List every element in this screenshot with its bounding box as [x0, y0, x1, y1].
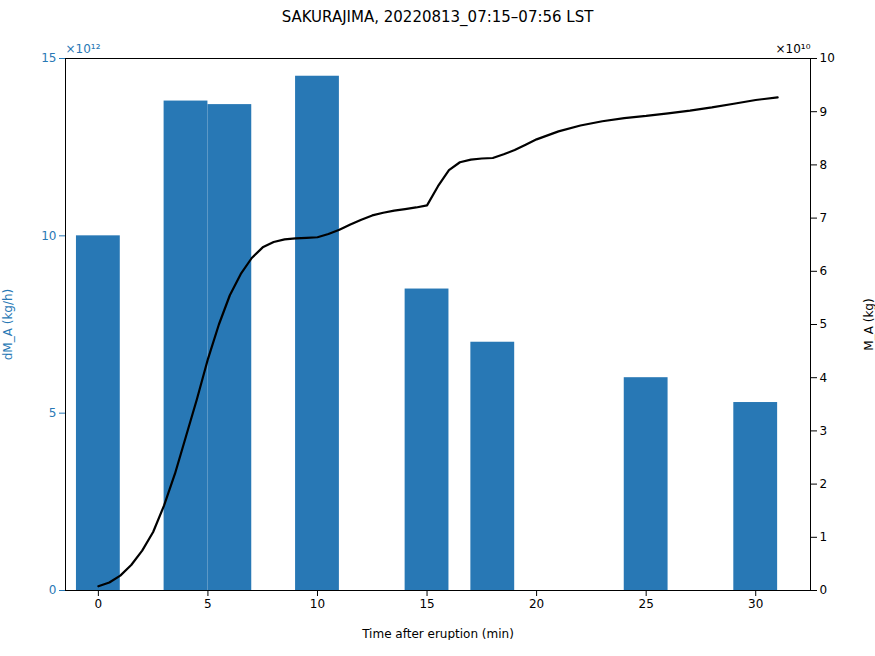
svg-text:5: 5	[204, 597, 212, 611]
svg-text:5: 5	[820, 317, 828, 331]
svg-text:0: 0	[95, 597, 103, 611]
svg-text:5: 5	[49, 406, 57, 420]
svg-text:M_A (kg): M_A (kg)	[862, 298, 875, 350]
svg-text:10: 10	[820, 51, 835, 65]
svg-text:1: 1	[820, 530, 828, 544]
svg-text:20: 20	[529, 597, 544, 611]
svg-text:dM_A (kg/h): dM_A (kg/h)	[1, 289, 15, 361]
svg-text:7: 7	[820, 211, 828, 225]
svg-text:10: 10	[41, 229, 56, 243]
svg-text:Time after eruption (min): Time after eruption (min)	[361, 627, 514, 641]
svg-text:6: 6	[820, 264, 828, 278]
svg-text:3: 3	[820, 424, 828, 438]
svg-text:10: 10	[310, 597, 325, 611]
svg-text:15: 15	[419, 597, 434, 611]
svg-text:15: 15	[41, 51, 56, 65]
svg-text:×10¹²: ×10¹²	[66, 42, 101, 56]
svg-text:0: 0	[820, 583, 828, 597]
html-text:SAKURAJIMA, 20220813_07:15–07:: SAKURAJIMA, 20220813_07:15–07:56 LST	[281, 8, 594, 26]
svg-text:30: 30	[748, 597, 763, 611]
svg-text:×10¹⁰: ×10¹⁰	[776, 42, 811, 56]
svg-text:9: 9	[820, 105, 828, 119]
svg-text:25: 25	[639, 597, 654, 611]
svg-text:8: 8	[820, 158, 828, 172]
svg-text:0: 0	[49, 583, 57, 597]
svg-text:2: 2	[820, 477, 828, 491]
svg-text:4: 4	[820, 371, 828, 385]
